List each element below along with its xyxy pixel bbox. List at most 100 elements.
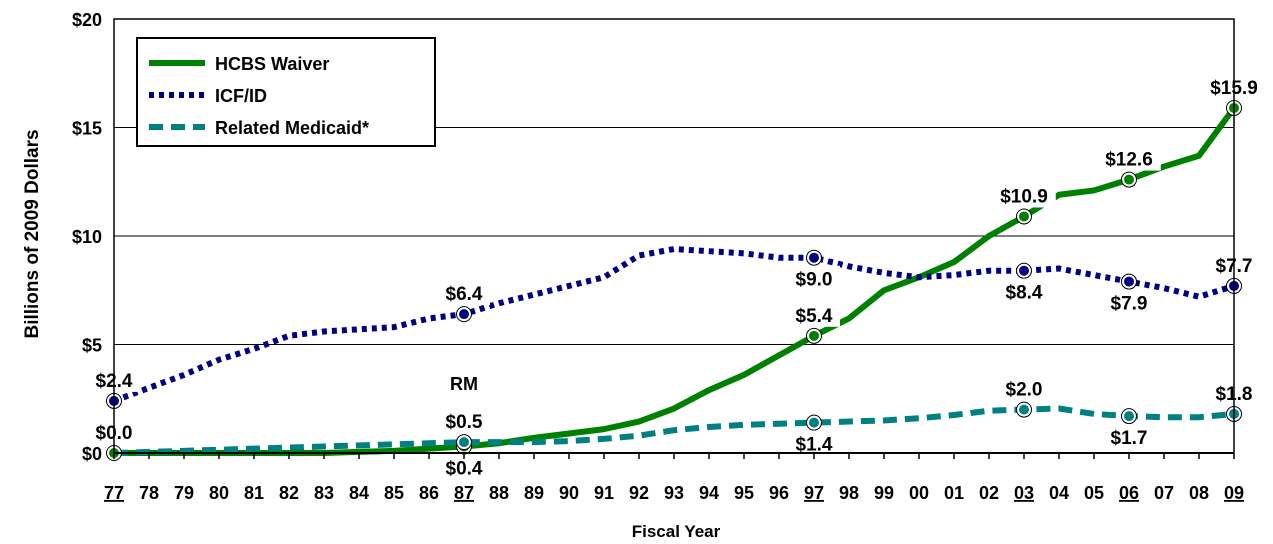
data-label-background [438, 408, 490, 434]
x-tick-label: 87 [454, 483, 474, 503]
y-tick-label: $5 [82, 336, 102, 356]
data-label-background [992, 182, 1056, 208]
x-tick-label: 95 [734, 483, 754, 503]
data-label-background [788, 430, 840, 456]
data-label-background [788, 301, 840, 327]
data-point-marker [1122, 172, 1136, 187]
data-labels: $0.0$0.4$5.4$10.9$12.6$15.9$2.4$6.4$9.0$… [88, 73, 1266, 480]
data-label: $7.9 [1111, 294, 1148, 315]
legend: HCBS Waiver ICF/ID Related Medicaid* [136, 37, 436, 147]
x-tick-label: 81 [244, 483, 264, 503]
data-label-background [788, 265, 840, 291]
x-tick-label: 97 [804, 483, 824, 503]
x-tick-label: 79 [174, 483, 194, 503]
x-axis-label: Fiscal Year [632, 522, 721, 541]
data-label: $6.4 [446, 284, 483, 305]
x-tick-label: 80 [209, 483, 229, 503]
x-tick-label: 06 [1119, 483, 1139, 503]
x-tick-label: 01 [944, 483, 964, 503]
x-tick-label: 93 [664, 483, 684, 503]
data-label-background [998, 375, 1050, 401]
data-label: $0.4 [446, 458, 483, 479]
x-tick-label: 78 [139, 483, 159, 503]
data-point-marker [457, 307, 471, 322]
data-point-marker [457, 435, 471, 450]
data-point-marker-ring [806, 249, 822, 266]
data-point-marker [807, 415, 821, 430]
x-tick-label: 04 [1049, 483, 1069, 503]
x-tick-label: 08 [1189, 483, 1209, 503]
annotation-label: RM [450, 374, 478, 394]
y-tick-label: $15 [72, 119, 102, 139]
data-label: $9.0 [796, 270, 833, 291]
axes: $0 $5 $10 $15 $20 77 78 79 80 81 82 83 84 85 86 87 88 89 9… [72, 10, 1244, 503]
data-point-marker [1122, 409, 1136, 424]
x-tick-label: 02 [979, 483, 999, 503]
data-label-background [1103, 289, 1155, 315]
data-point-marker-ring [456, 306, 472, 323]
data-label: $2.0 [1006, 380, 1043, 401]
y-tick-label: $10 [72, 227, 102, 247]
data-label: $5.4 [796, 306, 833, 327]
data-label: $1.4 [796, 435, 833, 456]
y-axis-label: Billions of 2009 Dollars [22, 129, 43, 338]
data-label: $10.9 [1000, 186, 1048, 207]
x-tick-label: 09 [1224, 483, 1244, 503]
data-point-marker-ring [456, 434, 472, 451]
x-tick-label: 88 [489, 483, 509, 503]
plot-frame [113, 18, 1235, 453]
x-tick-label: 92 [629, 483, 649, 503]
x-tick-label: 00 [909, 483, 929, 503]
data-point-marker-ring [1016, 401, 1032, 418]
y-tick-label: $0 [82, 444, 102, 464]
x-tick-label: 77 [104, 483, 124, 503]
legend-label: Related Medicaid* [215, 118, 369, 138]
x-tick-label: 98 [839, 483, 859, 503]
legend-box [136, 37, 436, 147]
data-point-marker-ring [1121, 171, 1137, 188]
x-tick-label: 05 [1084, 483, 1104, 503]
data-label-background [1097, 145, 1161, 171]
x-tick-label: 83 [314, 483, 334, 503]
x-tick-label: 94 [699, 483, 719, 503]
data-point-marker [1122, 274, 1136, 289]
data-point-marker [1017, 263, 1031, 278]
x-tick-label: 03 [1014, 483, 1034, 503]
data-label: $12.6 [1105, 150, 1153, 171]
series-line-2 [113, 405, 1235, 456]
x-tick-label: 96 [769, 483, 789, 503]
x-tick-label: 90 [559, 483, 579, 503]
data-label-background [438, 280, 490, 306]
data-label: $1.7 [1111, 428, 1148, 449]
data-point-marker [807, 328, 821, 343]
data-point-marker [1017, 402, 1031, 417]
x-tick-label: 07 [1154, 483, 1174, 503]
data-label-background [1103, 424, 1155, 450]
data-point-marker-ring [806, 327, 822, 344]
x-tick-label: 99 [874, 483, 894, 503]
x-tick-label: 89 [524, 483, 544, 503]
data-label: $8.4 [1006, 283, 1043, 304]
data-label: $0.5 [446, 412, 483, 433]
data-point-marker-ring [1016, 262, 1032, 279]
data-label-background [998, 278, 1050, 304]
data-point-marker [1017, 209, 1031, 224]
x-tick-label: 86 [419, 483, 439, 503]
data-point-marker [807, 250, 821, 265]
data-point-marker-ring [1121, 273, 1137, 290]
x-tick-label: 91 [594, 483, 614, 503]
legend-label: HCBS Waiver [215, 54, 329, 74]
data-point-marker-ring [806, 414, 822, 431]
data-point-marker-ring [1121, 408, 1137, 425]
series-line-0 [114, 106, 1237, 456]
x-tick-label: 85 [384, 483, 404, 503]
data-point-marker-ring [1016, 208, 1032, 225]
y-tick-label: $20 [72, 10, 102, 30]
series-line-1 [112, 246, 1235, 404]
x-tick-label: 84 [349, 483, 369, 503]
legend-label: ICF/ID [215, 86, 267, 106]
series-lines [112, 106, 1237, 456]
x-tick-label: 82 [279, 483, 299, 503]
